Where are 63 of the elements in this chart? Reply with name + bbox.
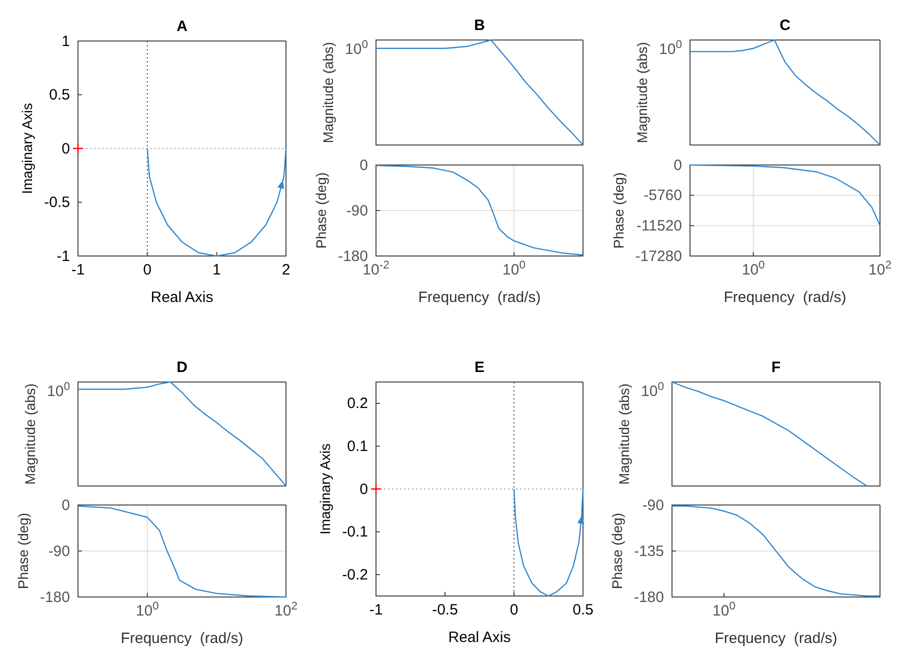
x-tick-label: 10$^{0}$ bbox=[712, 600, 736, 620]
y-tick-label: 0 bbox=[674, 156, 682, 174]
text: 10$^{0}$ bbox=[47, 381, 70, 400]
y-axis-title: Phase (deg) bbox=[610, 172, 626, 249]
x-tick-label: 1 bbox=[212, 262, 221, 279]
chart-title: D bbox=[176, 359, 188, 376]
x-tick-label: 10$^{2}$ bbox=[274, 600, 298, 620]
line-series bbox=[513, 488, 584, 597]
x-tick-label: 0.5 bbox=[572, 602, 594, 619]
y-axis-title: Magnitude (abs) bbox=[634, 42, 650, 144]
x-axis-title: Real Axis bbox=[150, 289, 214, 306]
x-tick-label: 10$^{0}$ bbox=[136, 600, 159, 620]
x-axis-title: Frequency (rad/s) bbox=[418, 289, 541, 306]
chart-title: F bbox=[771, 359, 781, 376]
x-tick-label: 10$^{0}$ bbox=[502, 260, 526, 279]
x-tick-label: 2 bbox=[282, 262, 290, 279]
y-tick-label: 0 bbox=[360, 156, 368, 174]
y-tick-label: -180 bbox=[40, 588, 70, 606]
y-tick-label: -11520 bbox=[636, 217, 682, 234]
y-tick-label: 0.1 bbox=[347, 438, 368, 455]
y-axis-title: Phase (deg) bbox=[608, 512, 625, 590]
x-axis-title: Real Axis bbox=[448, 629, 511, 646]
y-tick-label: -17280 bbox=[635, 248, 682, 265]
chart-title: E bbox=[474, 359, 485, 376]
x-axis-title: Frequency (rad/s) bbox=[714, 630, 838, 647]
y-axis-title: Phase (deg) bbox=[312, 172, 329, 249]
chart-title: A bbox=[176, 18, 188, 35]
y-axis-title: Magnitude (abs) bbox=[320, 42, 336, 144]
x-tick-label: 0 bbox=[510, 602, 518, 619]
y-tick-label: -135 bbox=[634, 542, 664, 560]
y-tick-label: -1 bbox=[56, 248, 70, 265]
chart-title: C bbox=[780, 17, 791, 34]
y-tick-label: 0 bbox=[62, 496, 70, 514]
y-tick-label: -90 bbox=[642, 496, 664, 514]
y-tick-label: -0.1 bbox=[342, 524, 368, 541]
y-tick-label: -180 bbox=[634, 588, 664, 606]
y-tick-label: -90 bbox=[48, 542, 70, 560]
y-axis-title: Imaginary Axis bbox=[317, 443, 334, 535]
y-tick-label: -0.5 bbox=[44, 194, 70, 212]
y-axis-title: Magnitude (abs) bbox=[616, 383, 632, 485]
text: 10$^{0}$ bbox=[641, 381, 664, 400]
y-tick-label: 0.2 bbox=[347, 395, 368, 412]
y-axis-title: Magnitude (abs) bbox=[22, 383, 38, 485]
y-tick-label: -5760 bbox=[644, 187, 682, 204]
y-tick-label: 0 bbox=[360, 480, 368, 498]
x-axis-title: Frequency (rad/s) bbox=[724, 289, 846, 306]
y-axis-title: Phase (deg) bbox=[14, 512, 31, 590]
y-tick-label: -0.2 bbox=[342, 566, 368, 584]
x-tick-label: 0 bbox=[143, 262, 152, 279]
line-series bbox=[146, 148, 287, 257]
y-tick-label: 1 bbox=[62, 32, 70, 50]
line-series bbox=[671, 505, 881, 597]
x-tick-label: 10$^{2}$ bbox=[868, 260, 892, 279]
x-tick-label: 10$^{0}$ bbox=[742, 260, 765, 279]
text: 10$^{0}$ bbox=[659, 39, 682, 58]
x-axis-title: Frequency (rad/s) bbox=[120, 630, 244, 647]
text: 10$^{0}$ bbox=[345, 39, 368, 58]
y-tick-label: 0.5 bbox=[49, 86, 70, 104]
x-tick-label: -0.5 bbox=[432, 602, 458, 619]
y-axis-title: Imaginary Axis bbox=[19, 102, 36, 194]
chart-title: B bbox=[474, 17, 486, 34]
y-tick-label: 0 bbox=[62, 140, 70, 158]
y-tick-label: -90 bbox=[346, 202, 368, 220]
